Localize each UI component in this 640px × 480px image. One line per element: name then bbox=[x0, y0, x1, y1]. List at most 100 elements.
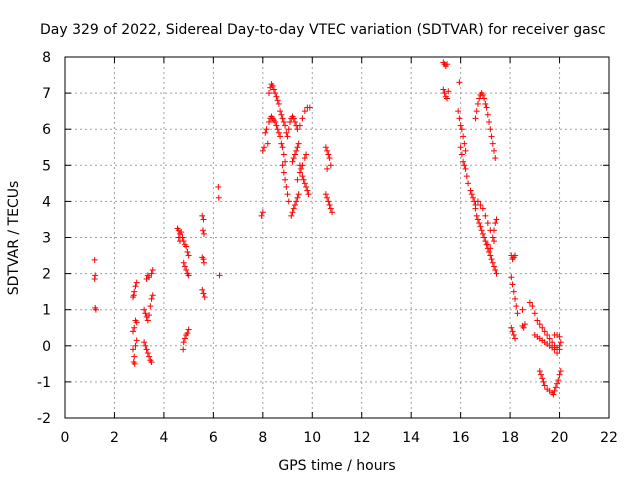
plot-frame bbox=[64, 56, 610, 419]
data-point-marker bbox=[488, 133, 495, 140]
data-point-marker bbox=[294, 176, 301, 183]
data-point-marker bbox=[273, 122, 280, 129]
x-axis-label: GPS time / hours bbox=[278, 458, 395, 474]
data-point-marker bbox=[130, 292, 137, 299]
data-point-marker bbox=[491, 263, 498, 270]
data-point-marker bbox=[549, 339, 556, 346]
data-point-marker bbox=[200, 259, 207, 266]
data-point-marker bbox=[510, 331, 517, 338]
data-point-marker bbox=[299, 115, 306, 122]
data-point-marker bbox=[299, 162, 306, 169]
data-point-marker bbox=[476, 220, 483, 227]
data-point-marker bbox=[200, 290, 207, 297]
data-point-marker bbox=[484, 111, 491, 118]
data-point-marker bbox=[133, 319, 140, 326]
data-point-marker bbox=[444, 61, 451, 68]
y-tick-label: 3 bbox=[42, 231, 51, 247]
x-tick-label: 12 bbox=[353, 430, 371, 446]
data-point-marker bbox=[294, 194, 301, 201]
data-point-marker bbox=[148, 270, 155, 277]
data-point-marker bbox=[554, 350, 561, 357]
data-point-marker bbox=[482, 238, 489, 245]
x-tick-label: 6 bbox=[209, 430, 218, 446]
data-point-marker bbox=[149, 292, 156, 299]
data-point-marker bbox=[457, 144, 464, 151]
data-point-marker bbox=[282, 176, 289, 183]
data-point-marker bbox=[261, 144, 268, 151]
data-point-marker bbox=[551, 331, 558, 338]
data-point-marker bbox=[487, 252, 494, 259]
data-point-marker bbox=[510, 288, 517, 295]
data-point-marker bbox=[472, 205, 479, 212]
data-point-marker bbox=[521, 321, 528, 328]
data-point-marker bbox=[509, 328, 516, 335]
data-point-marker bbox=[279, 115, 286, 122]
data-point-marker bbox=[512, 252, 519, 259]
x-tick-label: 14 bbox=[402, 430, 420, 446]
data-point-marker bbox=[181, 335, 188, 342]
data-point-marker bbox=[493, 270, 500, 277]
data-point-marker bbox=[149, 266, 156, 273]
data-point-marker bbox=[458, 126, 465, 133]
data-point-marker bbox=[200, 230, 207, 237]
x-tick-label: 4 bbox=[159, 430, 168, 446]
data-point-marker bbox=[291, 118, 298, 125]
data-point-marker bbox=[479, 91, 486, 98]
data-point-marker bbox=[279, 144, 286, 151]
y-tick-label: -1 bbox=[37, 375, 51, 391]
data-point-marker bbox=[470, 194, 476, 201]
data-point-marker bbox=[275, 129, 282, 136]
data-point-marker bbox=[274, 126, 281, 133]
data-point-marker bbox=[216, 272, 223, 279]
data-point-marker bbox=[263, 126, 270, 133]
x-tick-label: 20 bbox=[551, 430, 569, 446]
data-point-marker bbox=[180, 339, 187, 346]
data-point-marker bbox=[479, 205, 486, 212]
data-point-marker bbox=[326, 155, 333, 162]
data-point-marker bbox=[277, 133, 284, 140]
data-point-marker bbox=[327, 162, 334, 169]
data-point-marker bbox=[199, 227, 206, 234]
x-tick-label: 16 bbox=[452, 430, 470, 446]
data-point-marker bbox=[465, 180, 472, 187]
data-point-marker bbox=[185, 326, 192, 333]
data-point-marker bbox=[487, 126, 494, 133]
data-point-marker bbox=[285, 198, 292, 205]
data-point-marker bbox=[133, 337, 140, 344]
data-point-marker bbox=[554, 380, 561, 387]
data-point-marker bbox=[541, 382, 548, 389]
data-point-marker bbox=[557, 368, 564, 375]
data-point-marker bbox=[275, 100, 282, 107]
data-point-marker bbox=[262, 129, 269, 136]
data-point-marker bbox=[296, 169, 303, 176]
data-point-marker bbox=[290, 155, 297, 162]
data-point-marker bbox=[132, 342, 139, 349]
data-point-marker bbox=[144, 350, 151, 357]
data-point-marker bbox=[325, 151, 332, 158]
data-point-marker bbox=[215, 194, 222, 201]
data-point-marker bbox=[455, 108, 462, 115]
data-point-marker bbox=[325, 198, 332, 205]
data-point-marker bbox=[91, 256, 98, 263]
data-point-marker bbox=[180, 346, 187, 353]
data-point-marker bbox=[148, 295, 155, 302]
data-point-marker bbox=[291, 151, 298, 158]
data-point-marker bbox=[283, 129, 290, 136]
data-point-marker bbox=[133, 279, 140, 286]
data-point-marker bbox=[512, 335, 519, 342]
data-point-marker bbox=[258, 212, 265, 219]
data-point-marker bbox=[489, 140, 496, 147]
x-tick-label: 8 bbox=[258, 430, 267, 446]
data-point-marker bbox=[264, 140, 271, 147]
data-point-marker bbox=[489, 259, 496, 266]
data-point-marker bbox=[458, 151, 465, 158]
data-point-marker bbox=[460, 158, 467, 165]
data-point-marker bbox=[329, 209, 336, 216]
data-point-marker bbox=[324, 147, 331, 154]
data-point-marker bbox=[508, 274, 515, 281]
data-point-marker bbox=[289, 209, 296, 216]
y-tick-label: 8 bbox=[42, 50, 51, 66]
data-point-marker bbox=[266, 90, 272, 97]
data-point-marker bbox=[144, 317, 151, 324]
